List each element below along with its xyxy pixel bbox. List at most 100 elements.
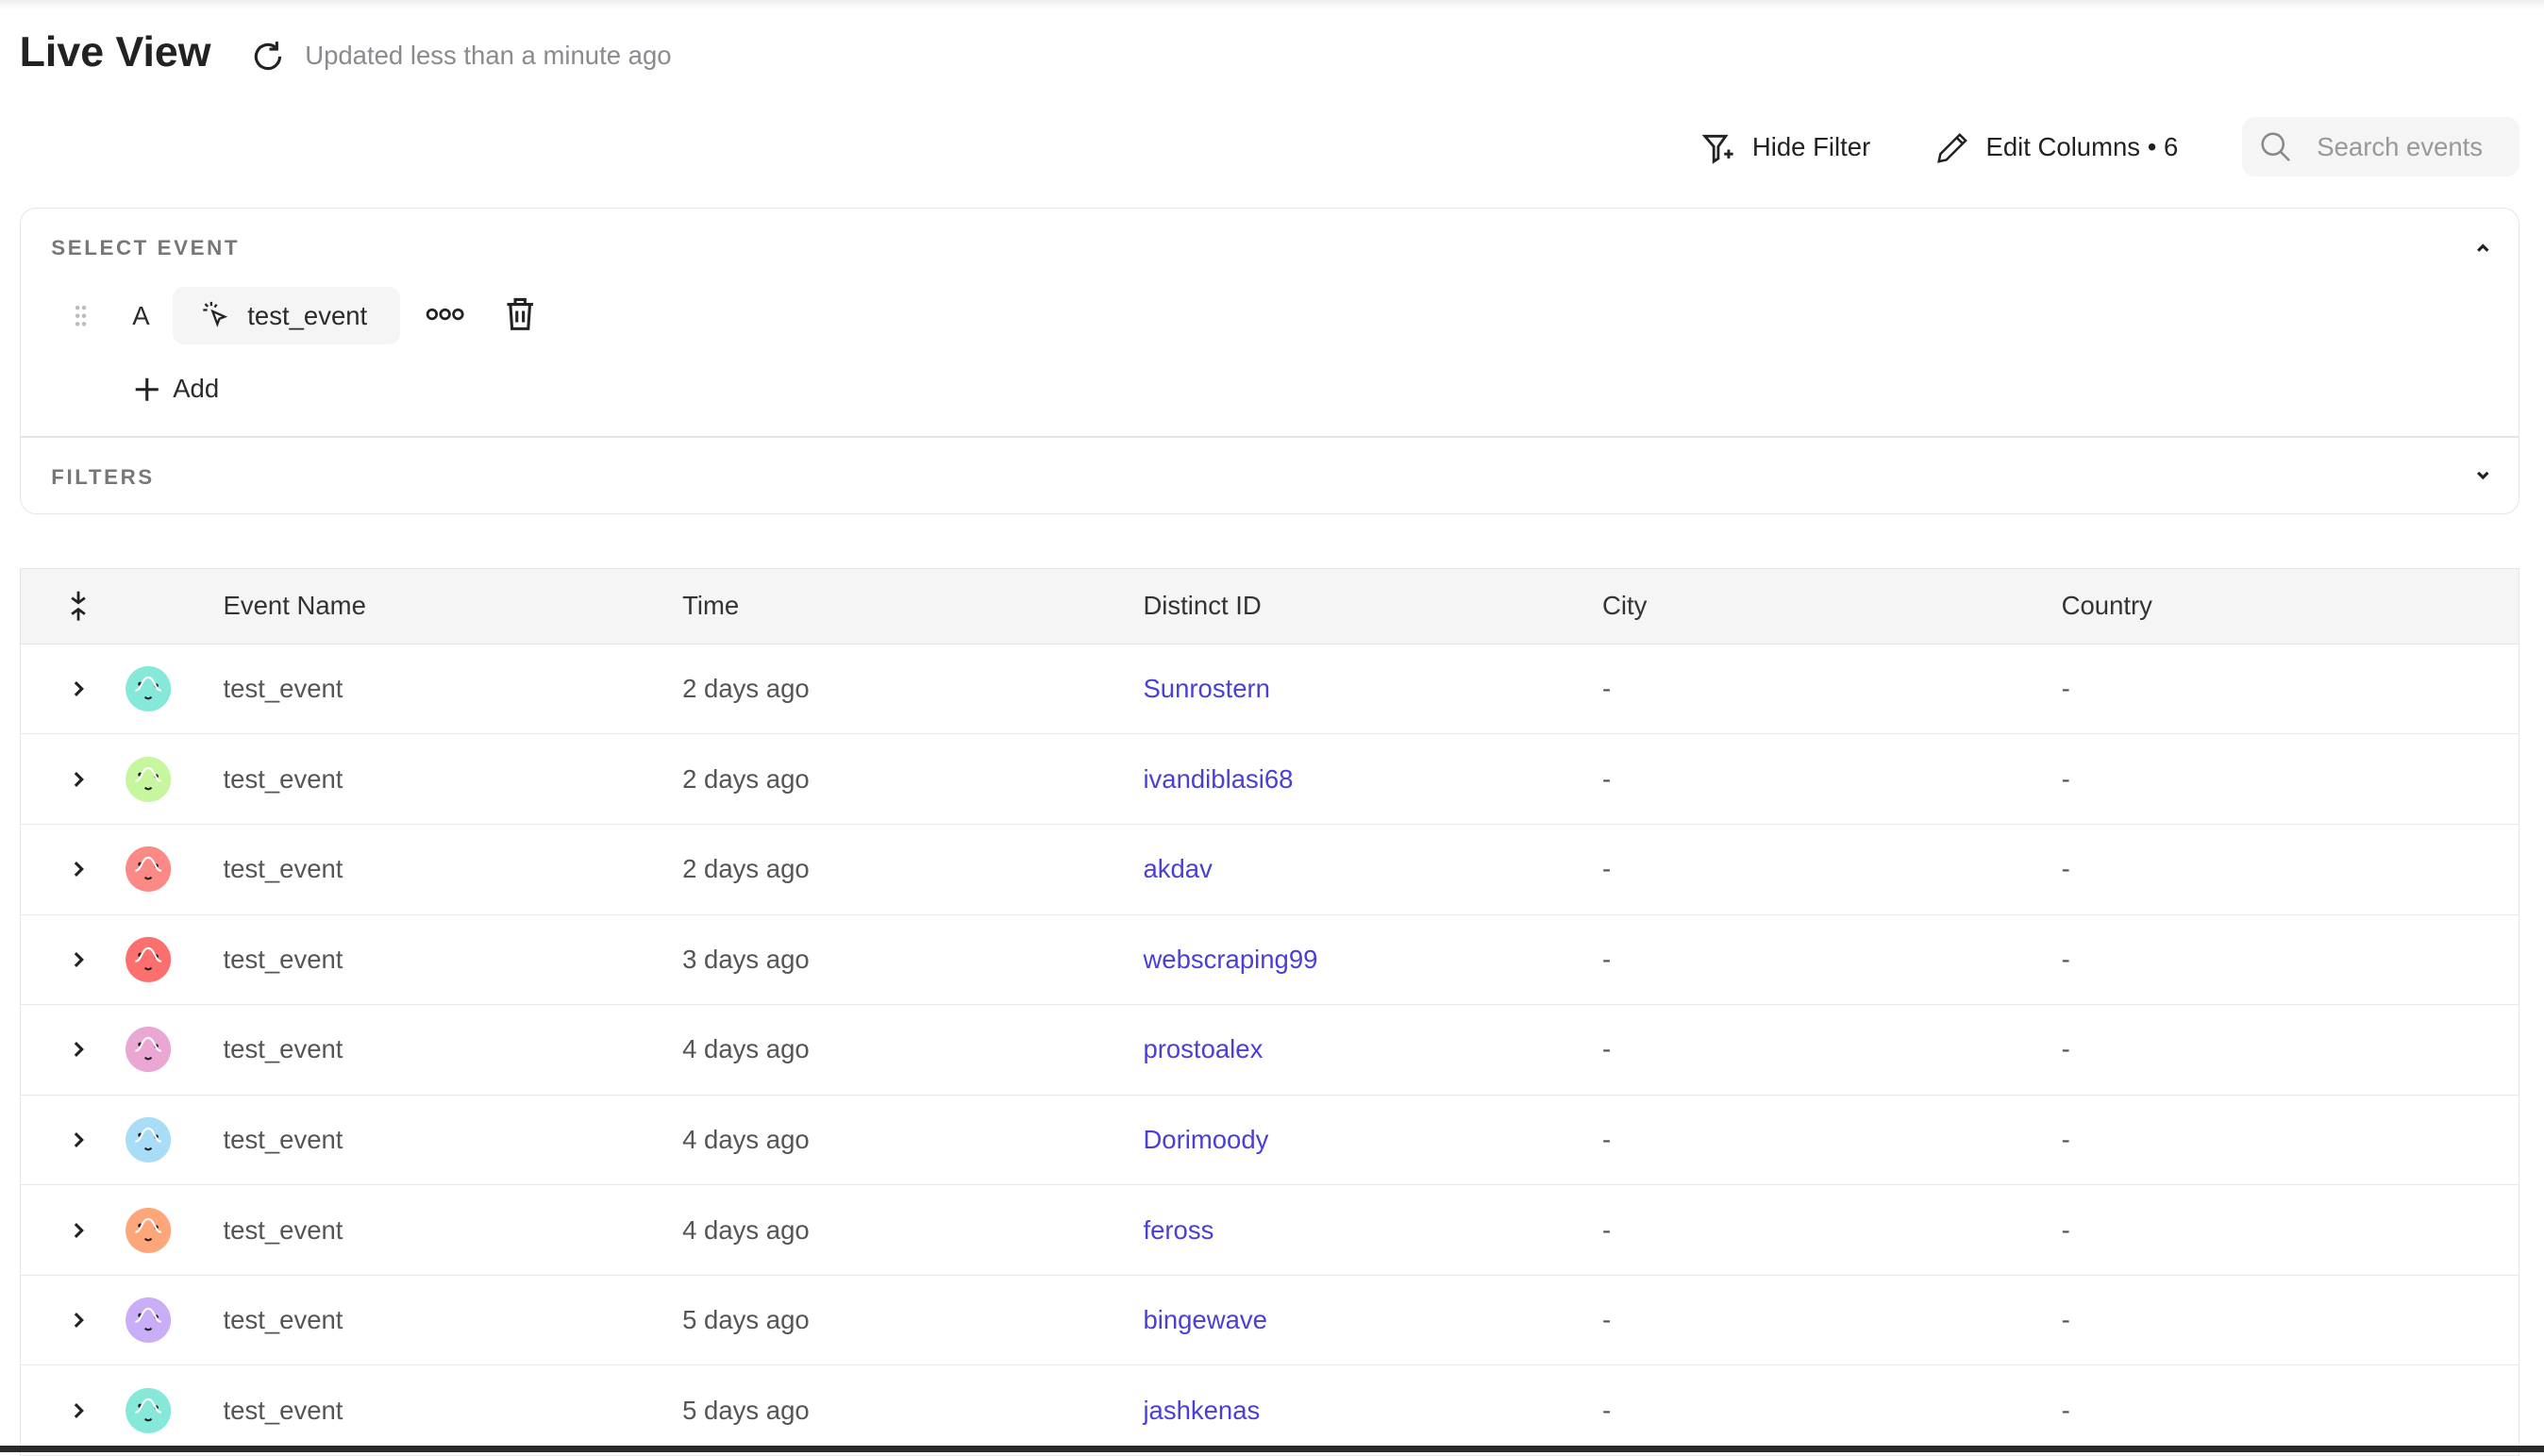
table-header: Event Name Time Distinct ID City Country: [20, 568, 2519, 644]
search-events[interactable]: [2242, 116, 2520, 177]
column-header-event-name[interactable]: Event Name: [223, 591, 366, 621]
add-event-button[interactable]: Add: [134, 374, 219, 404]
distinct-id-link[interactable]: Sunrostern: [1143, 674, 1270, 704]
table-row[interactable]: test_event 5 days ago bingewave - -: [20, 1276, 2519, 1366]
event-name: test_event: [247, 300, 368, 330]
column-header-distinct-id[interactable]: Distinct ID: [1143, 591, 1262, 621]
distinct-id-link[interactable]: akdav: [1143, 854, 1213, 884]
table-row[interactable]: test_event 4 days ago Dorimoody - -: [20, 1096, 2519, 1186]
column-header-time[interactable]: Time: [682, 591, 740, 621]
table-row[interactable]: test_event 4 days ago feross - -: [20, 1185, 2519, 1276]
chevron-right-icon[interactable]: [69, 679, 89, 699]
avatar: [126, 1027, 172, 1073]
country-cell: -: [2061, 1395, 2070, 1425]
chevron-right-icon[interactable]: [69, 860, 89, 879]
table-row[interactable]: test_event 2 days ago ivandiblasi68 - -: [20, 734, 2519, 825]
time-cell: 5 days ago: [682, 1305, 810, 1335]
hide-filter-button[interactable]: Hide Filter: [1700, 130, 1870, 166]
page-title: Live View: [19, 28, 211, 75]
city-cell: -: [1602, 944, 1612, 974]
column-header-city[interactable]: City: [1602, 591, 1648, 621]
chevron-up-icon[interactable]: [2473, 238, 2493, 258]
time-cell: 5 days ago: [682, 1395, 810, 1425]
hide-filter-label: Hide Filter: [1751, 132, 1871, 162]
events-table: Event Name Time Distinct ID City Country…: [19, 567, 2520, 1456]
chevron-down-icon[interactable]: [2473, 466, 2493, 486]
event-name-cell: test_event: [223, 1395, 343, 1425]
updated-status: Updated less than a minute ago: [305, 40, 672, 70]
drag-handle-icon[interactable]: [73, 303, 89, 329]
table-row[interactable]: test_event 5 days ago jashkenas - -: [20, 1365, 2519, 1456]
avatar: [126, 756, 172, 802]
search-input[interactable]: [2313, 129, 2499, 164]
city-cell: -: [1602, 1395, 1612, 1425]
filter-plus-icon: [1701, 134, 1733, 164]
country-cell: -: [2061, 854, 2070, 884]
pencil-icon: [1936, 132, 1967, 163]
avatar: [126, 1207, 172, 1253]
edit-columns-label: Edit Columns • 6: [1985, 132, 2179, 162]
chevron-right-icon[interactable]: [69, 1130, 89, 1150]
event-name-cell: test_event: [223, 1124, 343, 1154]
country-cell: -: [2061, 1214, 2070, 1245]
table-row[interactable]: test_event 4 days ago prostoalex - -: [20, 1005, 2519, 1096]
avatar: [126, 846, 172, 893]
bottom-bar: [0, 1445, 2544, 1452]
country-cell: -: [2061, 674, 2070, 704]
table-row[interactable]: test_event 2 days ago akdav - -: [20, 825, 2519, 915]
cursor-click-icon: [203, 302, 227, 328]
event-letter: A: [132, 301, 150, 331]
avatar: [126, 936, 172, 982]
add-label: Add: [173, 374, 220, 404]
event-name-cell: test_event: [223, 1305, 343, 1335]
distinct-id-link[interactable]: feross: [1143, 1214, 1214, 1245]
table-row[interactable]: test_event 3 days ago webscraping99 - -: [20, 915, 2519, 1006]
distinct-id-link[interactable]: ivandiblasi68: [1143, 763, 1294, 794]
time-cell: 2 days ago: [682, 854, 810, 884]
time-cell: 2 days ago: [682, 674, 810, 704]
avatar: [126, 666, 172, 712]
event-name-cell: test_event: [223, 763, 343, 794]
chevron-right-icon[interactable]: [69, 950, 89, 970]
city-cell: -: [1602, 674, 1612, 704]
city-cell: -: [1602, 1305, 1612, 1335]
trash-icon[interactable]: [504, 296, 536, 332]
plus-icon: [135, 377, 159, 401]
chevron-right-icon[interactable]: [69, 1220, 89, 1240]
city-cell: -: [1602, 854, 1612, 884]
city-cell: -: [1602, 1214, 1612, 1245]
distinct-id-link[interactable]: webscraping99: [1143, 944, 1318, 974]
chevron-right-icon[interactable]: [69, 1040, 89, 1060]
chevron-right-icon[interactable]: [69, 1400, 89, 1420]
column-header-country[interactable]: Country: [2061, 591, 2152, 621]
distinct-id-link[interactable]: prostoalex: [1143, 1034, 1264, 1064]
more-options-icon[interactable]: [426, 303, 465, 326]
event-chip[interactable]: test_event: [173, 286, 400, 345]
chevron-right-icon[interactable]: [69, 769, 89, 789]
table-row[interactable]: test_event 2 days ago Sunrostern - -: [20, 644, 2519, 735]
query-panel: SELECT EVENT A test_event Add FILTERS: [19, 208, 2520, 515]
event-name-cell: test_event: [223, 854, 343, 884]
country-cell: -: [2061, 1034, 2070, 1064]
distinct-id-link[interactable]: Dorimoody: [1143, 1124, 1269, 1154]
event-name-cell: test_event: [223, 1034, 343, 1064]
city-cell: -: [1602, 763, 1612, 794]
edit-columns-button[interactable]: Edit Columns • 6: [1934, 130, 2179, 166]
refresh-icon[interactable]: [250, 39, 286, 75]
distinct-id-link[interactable]: bingewave: [1143, 1305, 1267, 1335]
select-event-label: SELECT EVENT: [51, 236, 241, 260]
city-cell: -: [1602, 1124, 1612, 1154]
avatar: [126, 1116, 172, 1163]
collapse-all-icon[interactable]: [67, 590, 90, 622]
event-name-cell: test_event: [223, 1214, 343, 1245]
distinct-id-link[interactable]: jashkenas: [1143, 1395, 1261, 1425]
chevron-right-icon[interactable]: [69, 1311, 89, 1330]
time-cell: 4 days ago: [682, 1034, 810, 1064]
time-cell: 3 days ago: [682, 944, 810, 974]
top-shadow: [0, 0, 2544, 10]
time-cell: 4 days ago: [682, 1124, 810, 1154]
time-cell: 2 days ago: [682, 763, 810, 794]
country-cell: -: [2061, 1124, 2070, 1154]
avatar: [126, 1297, 172, 1344]
